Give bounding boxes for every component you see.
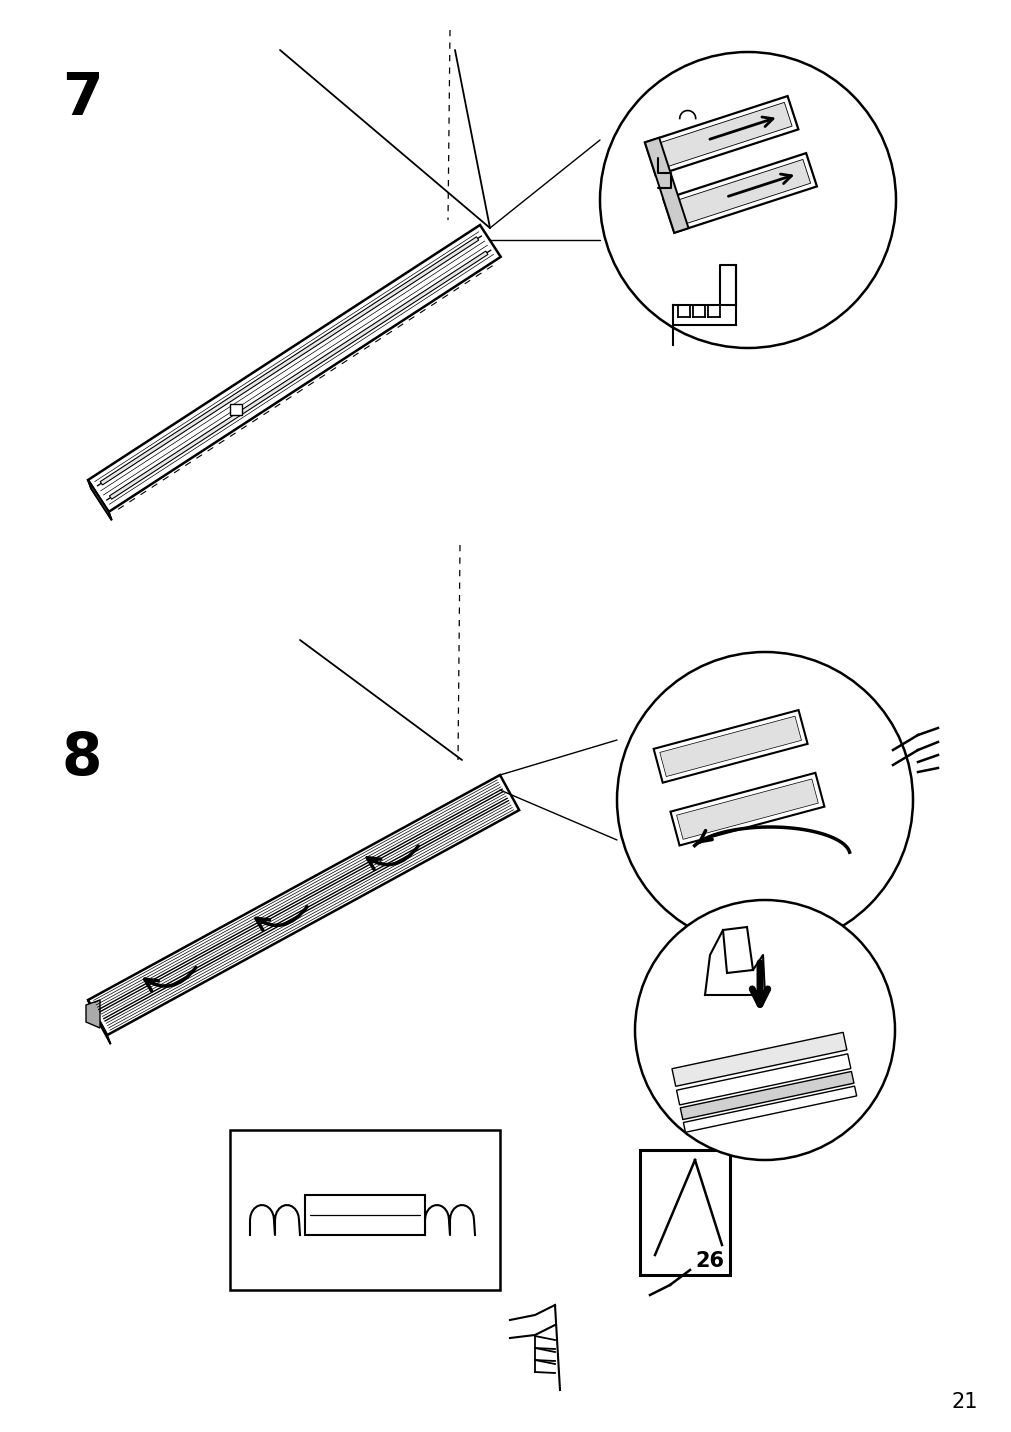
Polygon shape [663,153,816,233]
Polygon shape [644,137,687,233]
Polygon shape [304,1194,425,1234]
Polygon shape [639,1150,729,1274]
Polygon shape [644,96,798,176]
Polygon shape [88,1000,110,1044]
Polygon shape [679,1071,853,1120]
Polygon shape [722,927,752,972]
Polygon shape [676,779,818,839]
Text: 21: 21 [950,1392,977,1412]
Polygon shape [671,1032,846,1087]
Polygon shape [86,1000,100,1028]
Polygon shape [88,480,111,520]
Polygon shape [229,404,242,415]
Text: 26: 26 [695,1252,723,1272]
Polygon shape [659,716,801,776]
Circle shape [600,52,895,348]
Text: 8: 8 [62,730,102,788]
Polygon shape [88,225,500,511]
Polygon shape [676,1054,850,1106]
Circle shape [617,652,912,948]
Text: 7: 7 [62,70,102,127]
Polygon shape [88,775,519,1035]
Polygon shape [88,480,111,520]
Circle shape [634,899,894,1160]
Polygon shape [100,236,478,485]
Polygon shape [670,773,824,845]
Polygon shape [669,159,810,226]
Polygon shape [229,1130,499,1290]
Polygon shape [109,251,487,500]
Polygon shape [650,102,792,169]
Polygon shape [653,710,807,783]
Polygon shape [682,1085,855,1133]
